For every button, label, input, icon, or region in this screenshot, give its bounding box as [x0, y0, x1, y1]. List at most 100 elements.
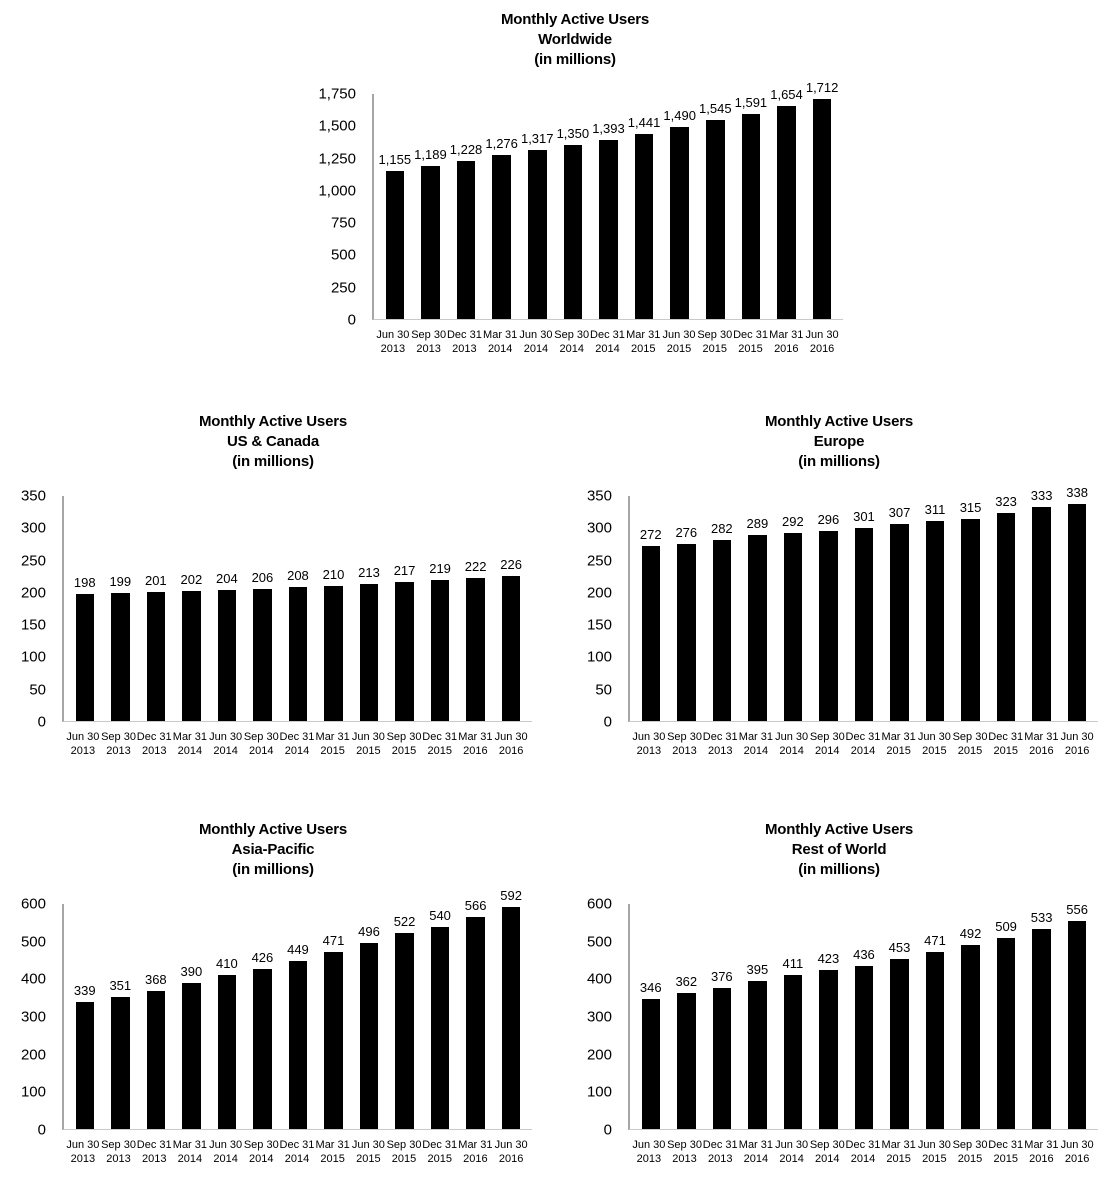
bar-slot: 296: [811, 496, 847, 721]
chart-europe: Monthly Active Users Europe (in millions…: [580, 412, 1098, 758]
y-tick-label: 50: [29, 681, 46, 699]
middle-row: Monthly Active Users US & Canada (in mil…: [0, 412, 1119, 758]
x-tick-label: Mar 31 2014: [172, 1139, 208, 1165]
bar-value-label: 272: [639, 527, 662, 543]
chart-asia-pacific: Monthly Active Users Asia-Pacific (in mi…: [14, 820, 532, 1166]
bar: [359, 943, 379, 1129]
bar: [182, 591, 201, 721]
bar-value-label: 276: [675, 524, 698, 540]
bar-slot: 351: [103, 904, 139, 1129]
x-tick-label: Mar 31 2014: [172, 731, 208, 757]
bar-slot: 1,545: [697, 94, 733, 319]
y-tick-label: 350: [586, 487, 612, 505]
bar-slot: 339: [67, 904, 103, 1129]
y-axis: 350 300 250 200 150 100 50 0: [580, 489, 628, 730]
bar-value-label: 292: [782, 514, 804, 530]
x-tick-label: Sep 30 2013: [667, 1139, 702, 1165]
y-tick-label: 300: [586, 519, 612, 537]
bar: [288, 960, 308, 1129]
chart-title-region: Worldwide: [538, 31, 612, 48]
x-tick-label: Sep 30 2013: [667, 731, 702, 757]
chart-title: Monthly Active Users Worldwide (in milli…: [307, 10, 843, 70]
bar-slot: 449: [280, 904, 316, 1129]
bar-value-label: 204: [216, 570, 238, 586]
bar-value-label: 566: [464, 897, 487, 913]
x-tick-label: Jun 30 2016: [494, 1139, 528, 1165]
bar: [324, 586, 343, 721]
bar-slot: 1,654: [769, 88, 805, 319]
y-tick-label: 200: [20, 1046, 46, 1064]
bar: [670, 127, 689, 319]
y-tick-label: 250: [330, 279, 356, 297]
y-tick-label: 0: [603, 1121, 612, 1139]
x-tick-label: Sep 30 2015: [952, 731, 988, 757]
y-tick-label: 400: [20, 970, 46, 988]
y-tick-label: 600: [20, 895, 46, 913]
x-tick-label: Mar 31 2015: [626, 329, 661, 355]
bar-value-label: 410: [216, 956, 238, 972]
y-tick-label: 750: [330, 214, 356, 232]
bar-value-label: 339: [73, 982, 96, 998]
bar-value-label: 1,317: [520, 130, 554, 146]
bar-slot: 426: [245, 904, 281, 1129]
bar-value-label: 449: [287, 941, 309, 957]
x-tick-label: Sep 30 2013: [101, 731, 136, 757]
x-tick-label: Dec 31 2014: [845, 731, 881, 757]
bar: [783, 974, 803, 1129]
bar-value-label: 509: [995, 919, 1017, 935]
bar-slot: 1,155: [377, 94, 413, 319]
bar: [395, 933, 414, 1129]
bar-value-label: 390: [180, 963, 203, 979]
bar: [819, 530, 838, 721]
bar-value-label: 219: [429, 561, 451, 577]
bar-value-label: 1,276: [485, 135, 518, 151]
chart-worldwide: Monthly Active Users Worldwide (in milli…: [307, 10, 843, 356]
bar: [706, 120, 725, 319]
x-tick-label: Dec 31 2013: [446, 329, 482, 355]
bar-slot: 338: [1059, 486, 1095, 721]
bar: [641, 999, 660, 1129]
bar-value-label: 1,189: [414, 147, 447, 163]
bar-slot: 496: [351, 904, 387, 1129]
x-tick-label: Dec 31 2013: [702, 1139, 738, 1165]
y-tick-label: 250: [20, 552, 46, 570]
y-tick-label: 500: [330, 246, 356, 264]
bar-value-label: 540: [429, 907, 451, 923]
bar-slot: 592: [493, 889, 529, 1129]
x-tick-label: Jun 30 2013: [66, 1139, 100, 1165]
bar: [1067, 920, 1087, 1129]
bar-slot: 202: [174, 496, 210, 721]
y-tick-label: 400: [586, 970, 612, 988]
bar-value-label: 202: [180, 572, 203, 588]
bar: [712, 539, 732, 721]
y-tick-label: 600: [586, 895, 612, 913]
x-tick-label: Jun 30 2013: [632, 1139, 666, 1165]
bar: [677, 993, 696, 1129]
bar-value-label: 301: [853, 508, 875, 524]
bar-value-label: 426: [251, 950, 274, 966]
bar-value-label: 522: [393, 914, 416, 930]
y-tick-label: 500: [586, 933, 612, 951]
bar-slot: 410: [209, 904, 245, 1129]
bar-value-label: 411: [782, 955, 804, 971]
plot-area: 339 351 368 390 410 426 449 471 496 522 540 566 592: [62, 889, 532, 1130]
x-tick-label: Mar 31 2016: [1024, 1139, 1059, 1165]
bar-slot: 219: [422, 496, 458, 721]
x-tick-label: Dec 31 2013: [136, 1139, 172, 1165]
bar: [961, 944, 980, 1129]
bar-value-label: 376: [710, 969, 733, 984]
bar-slot: 471: [917, 904, 953, 1129]
x-tick-label: Mar 31 2016: [458, 1139, 493, 1165]
bar: [599, 139, 618, 319]
bar-slot: 315: [953, 496, 989, 721]
bar-value-label: 222: [464, 559, 487, 575]
y-tick-label: 0: [603, 713, 612, 731]
y-tick-label: 300: [20, 1008, 46, 1026]
x-tick-label: Jun 30 2015: [917, 731, 951, 757]
bar: [385, 170, 405, 319]
mau-charts-dashboard: Monthly Active Users Worldwide (in milli…: [0, 10, 1119, 1166]
bar-slot: 208: [280, 496, 316, 721]
bar-slot: 222: [458, 496, 494, 721]
bar: [925, 521, 945, 721]
x-tick-label: Dec 31 2013: [702, 731, 738, 757]
